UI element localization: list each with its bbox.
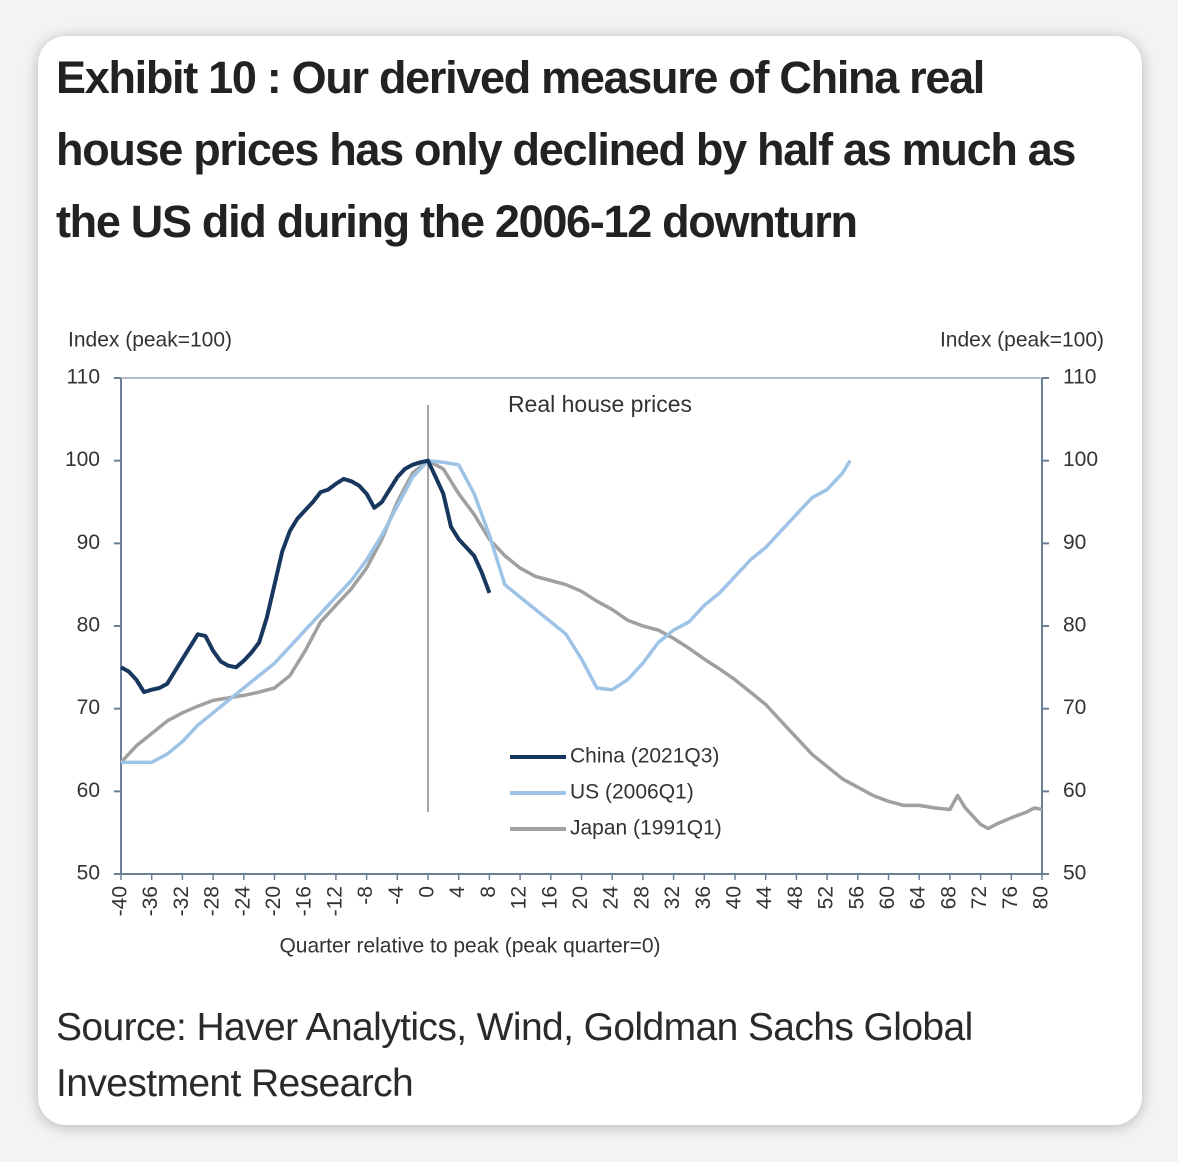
y-tick-label: 100 xyxy=(65,448,100,471)
y2-tick-label: 60 xyxy=(1063,779,1086,802)
x-tick-label: 72 xyxy=(968,886,991,909)
x-tick-label: -32 xyxy=(170,886,193,916)
x-tick-label: -12 xyxy=(323,886,346,916)
y2-tick-label: 90 xyxy=(1063,531,1086,554)
x-tick-label: -40 xyxy=(109,886,132,916)
x-tick-label: -28 xyxy=(201,886,224,916)
x-tick-label: 12 xyxy=(508,886,531,909)
x-tick-label: 16 xyxy=(538,886,561,909)
y-tick-label: 110 xyxy=(67,366,100,389)
series-line xyxy=(120,458,492,695)
y-axis-label: Index (peak=100) xyxy=(68,329,232,352)
x-tick-label: 76 xyxy=(999,886,1022,909)
x-tick-label: -4 xyxy=(385,886,408,905)
x-tick-label: 68 xyxy=(937,886,960,909)
series-line xyxy=(119,458,1043,831)
y2-tick-label: 70 xyxy=(1063,696,1086,719)
x-axis-label: Quarter relative to peak (peak quarter=0… xyxy=(279,935,660,958)
y-tick-label: 80 xyxy=(77,614,100,637)
legend-label: Japan (1991Q1) xyxy=(570,817,722,840)
x-tick-label: 32 xyxy=(661,886,684,909)
annotation: Real house prices xyxy=(508,391,692,417)
y-tick-label: 70 xyxy=(77,696,100,719)
x-tick-label: 4 xyxy=(446,886,469,898)
legend-label: US (2006Q1) xyxy=(570,781,694,804)
x-tick-label: 28 xyxy=(630,886,653,909)
x-tick-label: -8 xyxy=(354,886,377,905)
x-tick-label: 40 xyxy=(723,886,746,909)
y2-tick-label: 50 xyxy=(1063,862,1086,885)
x-tick-label: 36 xyxy=(692,886,715,909)
y-tick-label: 50 xyxy=(77,862,100,885)
x-tick-label: -20 xyxy=(262,886,285,916)
card xyxy=(38,36,1142,1125)
x-tick-label: 52 xyxy=(815,886,838,909)
series-line xyxy=(121,458,852,765)
y-tick-label: 60 xyxy=(77,779,100,802)
y2-tick-label: 110 xyxy=(1063,366,1096,389)
y2-tick-label: 100 xyxy=(1063,448,1098,471)
x-tick-label: 64 xyxy=(907,886,930,910)
chart-title: Exhibit 10 : Our derived measure of Chin… xyxy=(56,52,1076,247)
x-tick-label: 24 xyxy=(600,886,623,910)
x-tick-label: -24 xyxy=(231,886,254,917)
x-tick-label: 44 xyxy=(753,886,776,910)
y-tick-label: 90 xyxy=(77,531,100,554)
x-tick-label: 8 xyxy=(477,886,500,898)
x-tick-label: 0 xyxy=(416,886,439,898)
x-tick-label: -16 xyxy=(293,886,316,916)
x-tick-label: 56 xyxy=(845,886,868,909)
legend-label: China (2021Q3) xyxy=(570,745,719,768)
x-tick-label: 80 xyxy=(1030,886,1053,909)
x-tick-label: 60 xyxy=(876,886,899,909)
y2-axis-label: Index (peak=100) xyxy=(940,329,1104,352)
x-tick-label: 48 xyxy=(784,886,807,909)
source-note: Source: Haver Analytics, Wind, Goldman S… xyxy=(56,1006,973,1105)
x-tick-label: 20 xyxy=(569,886,592,909)
x-tick-label: -36 xyxy=(139,886,162,916)
y2-tick-label: 80 xyxy=(1063,614,1086,637)
